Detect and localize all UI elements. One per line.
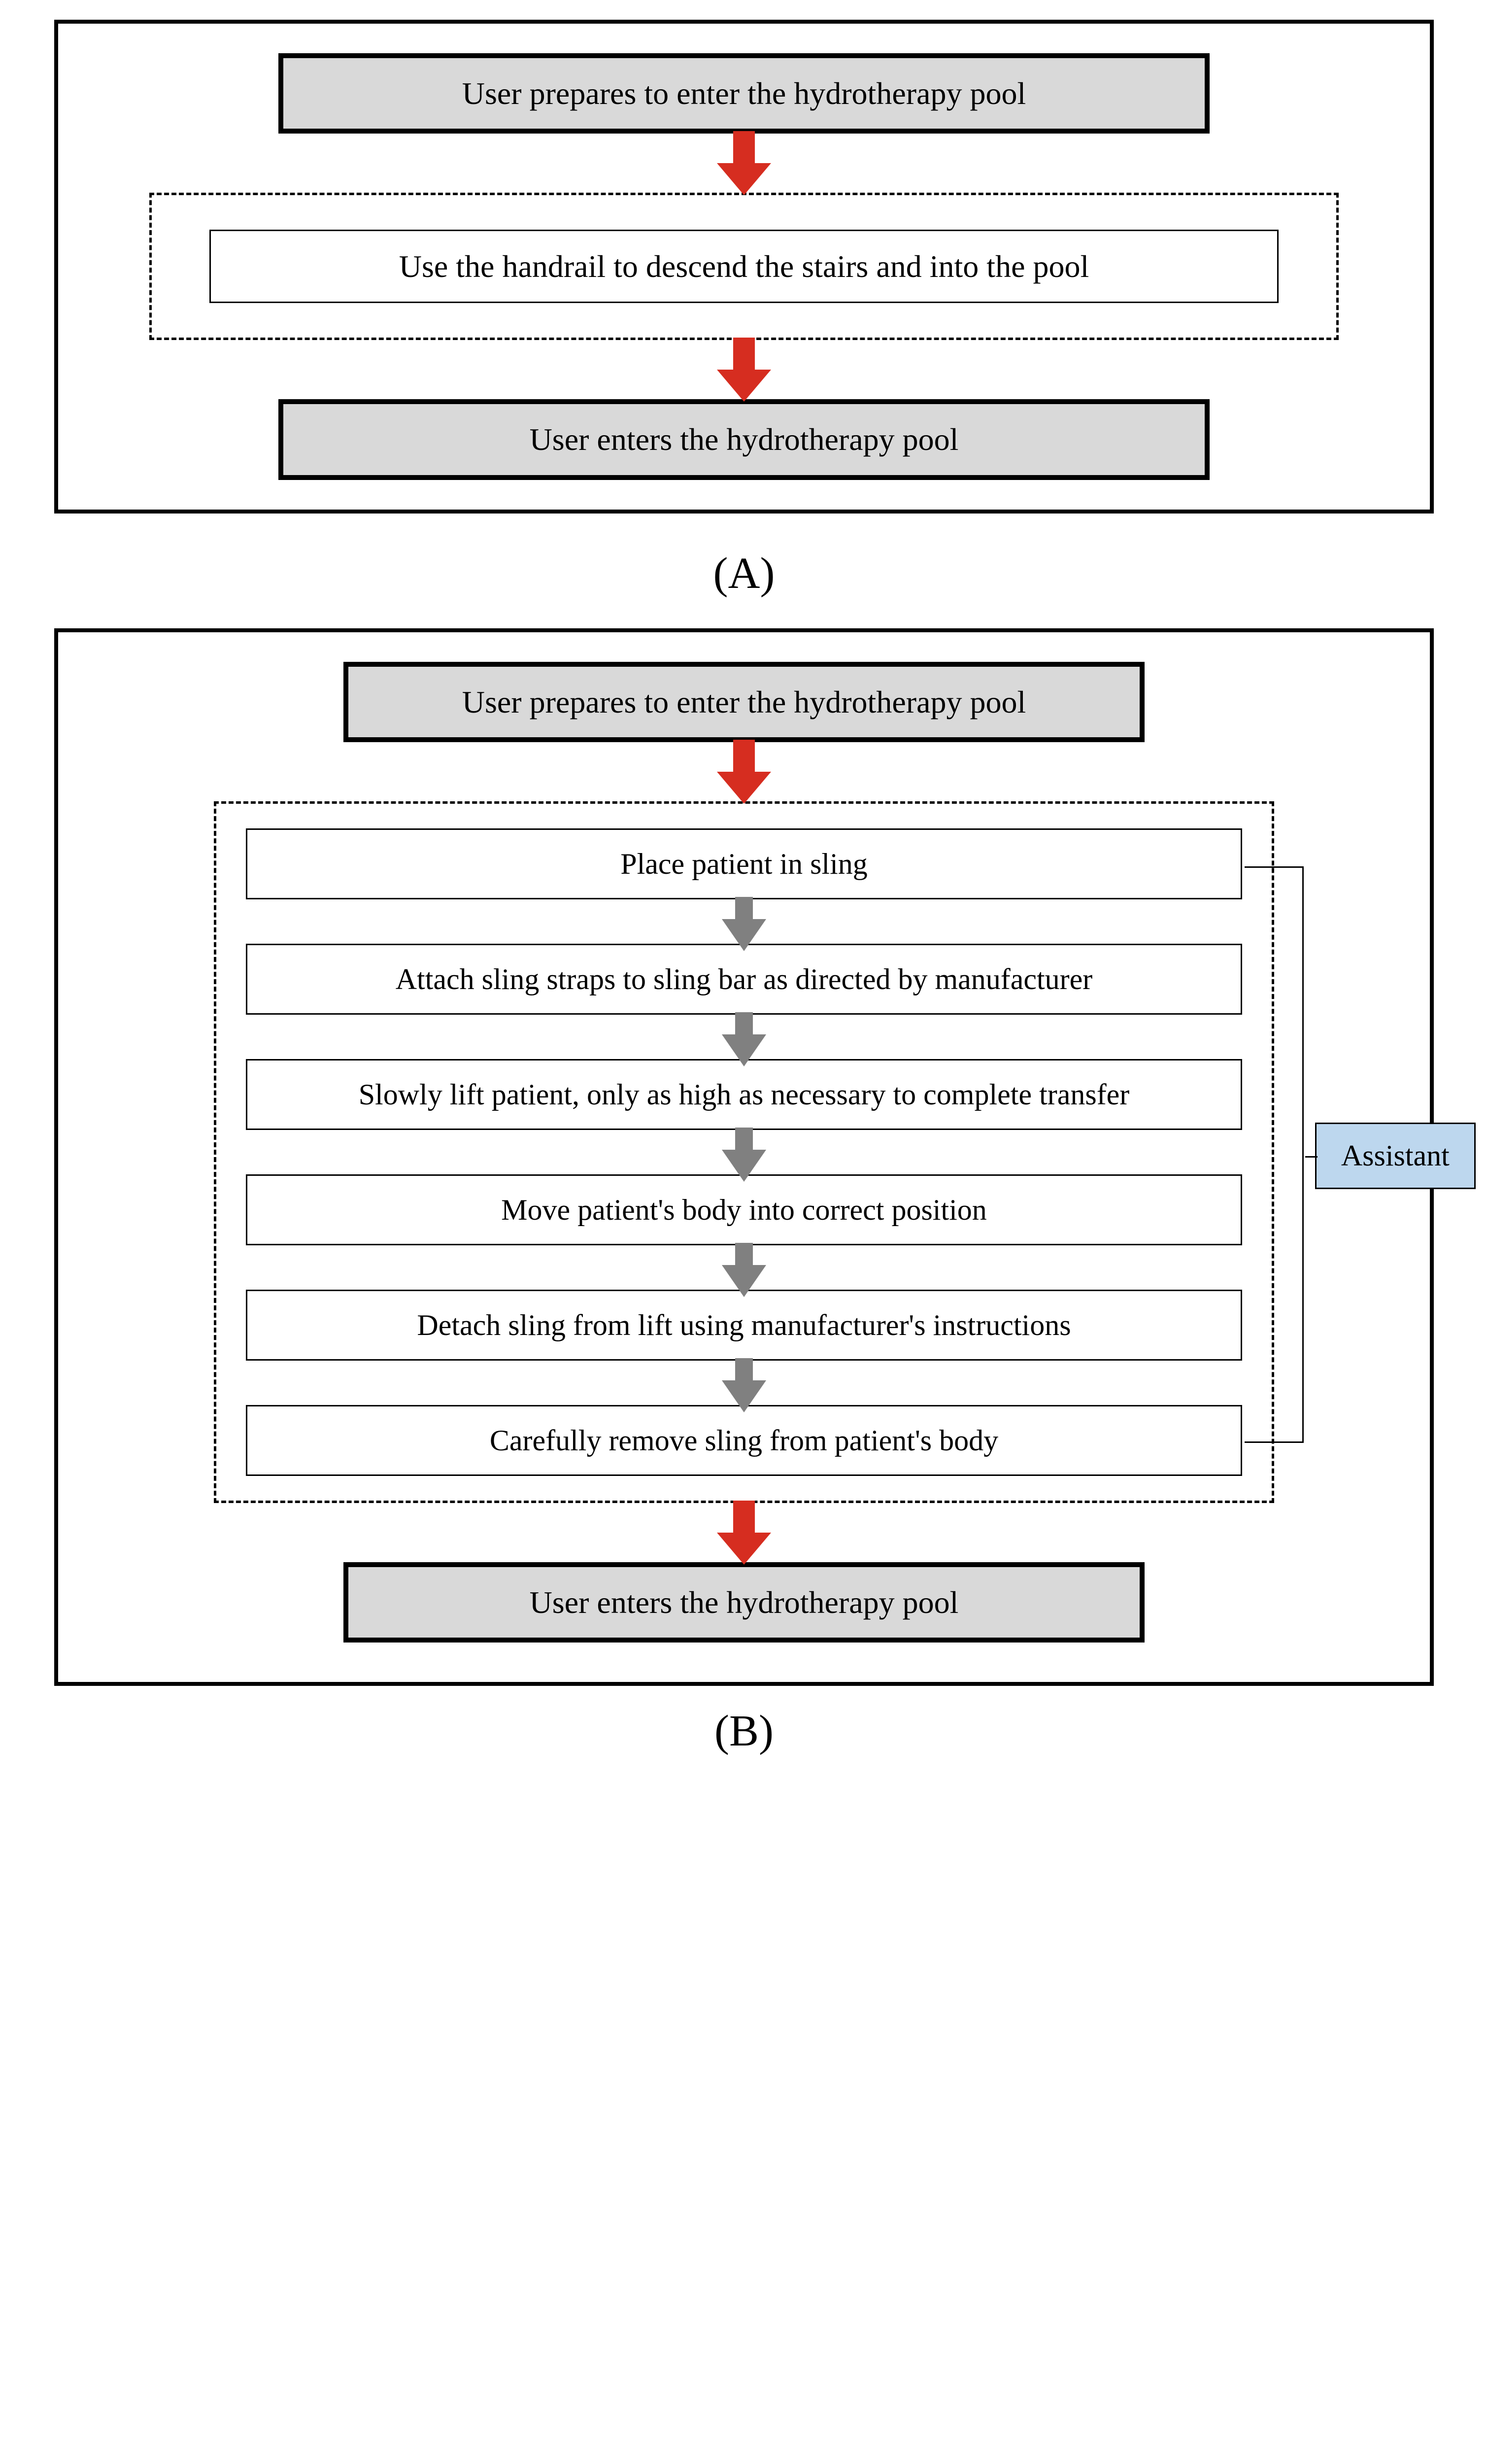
panel-b-step-box: Place patient in sling — [246, 828, 1242, 899]
panel-a-end-box: User enters the hydrotherapy pool — [278, 399, 1209, 479]
arrow-a-2 — [98, 338, 1390, 402]
panel-b-step-text: Place patient in sling — [620, 845, 868, 883]
panel-b-step-text: Slowly lift patient, only as high as nec… — [359, 1075, 1130, 1114]
assistant-bracket — [1245, 866, 1304, 1443]
panel-b: User prepares to enter the hydrotherapy … — [54, 628, 1434, 1686]
arrow-a-1 — [98, 131, 1390, 195]
panel-b-step-text: Detach sling from lift using manufacture… — [417, 1306, 1071, 1344]
panel-b-end-box: User enters the hydrotherapy pool — [343, 1562, 1145, 1643]
panel-b-label: (B) — [714, 1706, 774, 1756]
panel-b-step-text: Attach sling straps to sling bar as dire… — [396, 960, 1093, 998]
panel-a-start-text: User prepares to enter the hydrotherapy … — [462, 73, 1026, 114]
panel-b-step-box: Attach sling straps to sling bar as dire… — [246, 944, 1242, 1015]
panel-b-step-box: Carefully remove sling from patient's bo… — [246, 1405, 1242, 1476]
gray-arrow-icon — [722, 1012, 766, 1061]
arrow-b-top — [98, 740, 1390, 804]
panel-b-dashed-group: Place patient in sling Attach sling strap… — [214, 801, 1274, 1503]
gray-arrow — [722, 1358, 766, 1407]
gray-arrow-icon — [722, 1358, 766, 1407]
arrow-b-bottom — [98, 1501, 1390, 1565]
panel-b-step-text: Move patient's body into correct positio… — [501, 1191, 987, 1229]
assistant-box: Assistant — [1315, 1123, 1476, 1189]
panel-a: User prepares to enter the hydrotherapy … — [54, 20, 1434, 513]
panel-a-dashed-group: Use the handrail to descend the stairs a… — [149, 193, 1339, 340]
gray-arrow-icon — [722, 897, 766, 946]
panel-b-step-text: Carefully remove sling from patient's bo… — [490, 1421, 998, 1460]
panel-b-step-box: Move patient's body into correct positio… — [246, 1174, 1242, 1245]
assistant-connector — [1305, 1156, 1318, 1158]
panel-a-step-text: Use the handrail to descend the stairs a… — [399, 246, 1089, 287]
gray-arrow-icon — [722, 1128, 766, 1177]
assistant-label: Assistant — [1341, 1139, 1450, 1172]
red-arrow-icon — [717, 338, 771, 402]
panel-b-end-text: User enters the hydrotherapy pool — [530, 1582, 959, 1623]
gray-arrow — [722, 1012, 766, 1061]
gray-arrow — [722, 897, 766, 946]
panel-b-step-box: Detach sling from lift using manufacture… — [246, 1290, 1242, 1361]
gray-arrow-icon — [722, 1243, 766, 1292]
gray-arrow — [722, 1128, 766, 1177]
panel-a-step-box: Use the handrail to descend the stairs a… — [209, 230, 1279, 303]
red-arrow-icon — [717, 131, 771, 195]
panel-b-start-box: User prepares to enter the hydrotherapy … — [343, 662, 1145, 742]
panel-a-start-box: User prepares to enter the hydrotherapy … — [278, 53, 1209, 134]
gray-arrow — [722, 1243, 766, 1292]
panel-b-steps-container: Place patient in sling Attach sling strap… — [246, 828, 1242, 1476]
panel-b-start-text: User prepares to enter the hydrotherapy … — [462, 682, 1026, 722]
red-arrow-icon — [717, 1501, 771, 1565]
panel-b-step-box: Slowly lift patient, only as high as nec… — [246, 1059, 1242, 1130]
red-arrow-icon — [717, 740, 771, 804]
panel-a-end-text: User enters the hydrotherapy pool — [530, 419, 959, 460]
panel-a-label: (A) — [713, 548, 775, 599]
